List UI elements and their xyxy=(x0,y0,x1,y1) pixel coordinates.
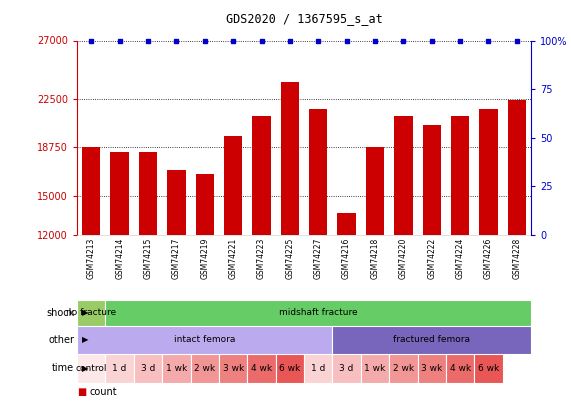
Text: ■: ■ xyxy=(77,387,86,397)
Bar xyxy=(281,82,299,235)
Bar xyxy=(361,354,389,383)
Bar xyxy=(332,326,531,354)
Text: 6 wk: 6 wk xyxy=(279,364,300,373)
Bar xyxy=(134,354,162,383)
Bar xyxy=(77,354,106,383)
Bar xyxy=(252,116,271,235)
Bar xyxy=(417,354,446,383)
Text: shock: shock xyxy=(46,308,74,318)
Bar xyxy=(389,354,417,383)
Bar xyxy=(191,354,219,383)
Bar xyxy=(106,354,134,383)
Text: time: time xyxy=(52,363,74,373)
Bar xyxy=(366,147,384,235)
Bar xyxy=(219,354,247,383)
Text: 1 d: 1 d xyxy=(311,364,325,373)
Bar xyxy=(309,109,327,235)
Text: 1 wk: 1 wk xyxy=(166,364,187,373)
Text: 2 wk: 2 wk xyxy=(194,364,215,373)
Text: intact femora: intact femora xyxy=(174,335,235,344)
Text: 2 wk: 2 wk xyxy=(393,364,414,373)
Bar xyxy=(304,354,332,383)
Text: 1 wk: 1 wk xyxy=(364,364,385,373)
Bar xyxy=(82,147,100,235)
Bar xyxy=(475,354,502,383)
Text: 3 wk: 3 wk xyxy=(223,364,244,373)
Bar xyxy=(167,170,186,235)
Text: fractured femora: fractured femora xyxy=(393,335,471,344)
Bar xyxy=(394,116,413,235)
Text: 1 d: 1 d xyxy=(112,364,127,373)
Text: ▶: ▶ xyxy=(82,364,88,373)
Text: ▶: ▶ xyxy=(82,308,88,318)
Text: 3 d: 3 d xyxy=(141,364,155,373)
Bar xyxy=(423,125,441,235)
Bar xyxy=(195,174,214,235)
Bar xyxy=(276,354,304,383)
Bar xyxy=(446,354,475,383)
Text: control: control xyxy=(75,364,107,373)
Bar xyxy=(77,326,332,354)
Bar xyxy=(332,354,361,383)
Bar xyxy=(508,100,526,235)
Text: 6 wk: 6 wk xyxy=(478,364,499,373)
Text: 4 wk: 4 wk xyxy=(251,364,272,373)
Bar xyxy=(77,300,106,326)
Text: other: other xyxy=(48,335,74,345)
Text: 3 d: 3 d xyxy=(339,364,354,373)
Text: 4 wk: 4 wk xyxy=(449,364,471,373)
Bar xyxy=(337,213,356,235)
Text: no fracture: no fracture xyxy=(66,308,116,318)
Text: midshaft fracture: midshaft fracture xyxy=(279,308,357,318)
Bar xyxy=(162,354,191,383)
Text: GDS2020 / 1367595_s_at: GDS2020 / 1367595_s_at xyxy=(226,12,383,25)
Text: 3 wk: 3 wk xyxy=(421,364,443,373)
Bar xyxy=(451,116,469,235)
Bar xyxy=(224,136,242,235)
Bar xyxy=(110,152,129,235)
Bar xyxy=(139,152,157,235)
Text: count: count xyxy=(90,387,117,397)
Bar xyxy=(479,109,498,235)
Bar xyxy=(247,354,276,383)
Text: ▶: ▶ xyxy=(82,335,88,344)
